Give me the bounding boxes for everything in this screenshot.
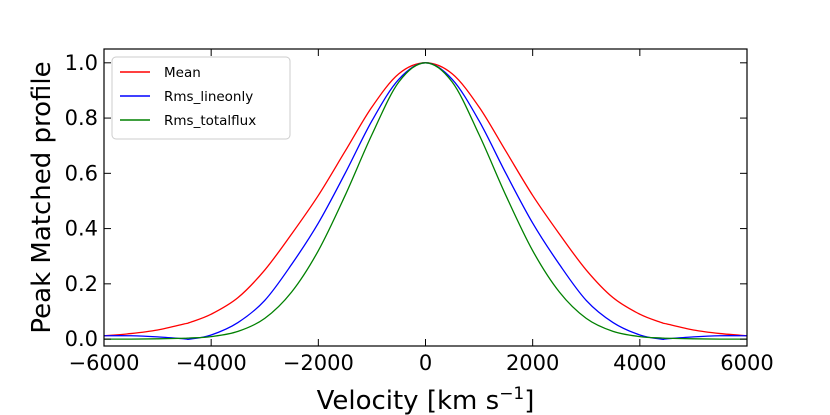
curves-layer bbox=[103, 62, 748, 341]
x-tick-label: 2000 bbox=[506, 351, 559, 375]
y-tick-label: 0.4 bbox=[65, 217, 98, 241]
x-tick-label: 6000 bbox=[720, 351, 773, 375]
legend-label: Rms_totalflux bbox=[164, 113, 256, 129]
x-axis-label: Velocity [km s−1] bbox=[317, 384, 535, 415]
x-tick-label: −6000 bbox=[68, 351, 139, 375]
y-axis-label: Peak Matched profile bbox=[27, 61, 57, 333]
x-tick-label: 0 bbox=[419, 351, 432, 375]
legend: Mean Rms_lineonly Rms_totalflux bbox=[111, 56, 291, 140]
legend-label: Mean bbox=[164, 65, 201, 81]
x-tick-label: −2000 bbox=[283, 351, 354, 375]
legend-box bbox=[111, 56, 291, 140]
y-tick-label: 0.8 bbox=[65, 106, 98, 130]
x-tick-label: −4000 bbox=[176, 351, 247, 375]
legend-label: Rms_lineonly bbox=[164, 89, 253, 105]
y-tick-label: 0.2 bbox=[65, 272, 98, 296]
x-tick-label: 4000 bbox=[613, 351, 666, 375]
y-tick-label: 0.6 bbox=[65, 161, 98, 185]
series-line-rms-totalflux bbox=[103, 62, 748, 340]
plot-frame bbox=[103, 48, 748, 347]
y-tick-label: 1.0 bbox=[65, 51, 98, 75]
ticks-layer: −6000 −4000 −2000 0 2000 4000 6000 0.0 0.2 0.4 0.6… bbox=[65, 49, 774, 375]
y-tick-label: 0.0 bbox=[65, 327, 98, 351]
